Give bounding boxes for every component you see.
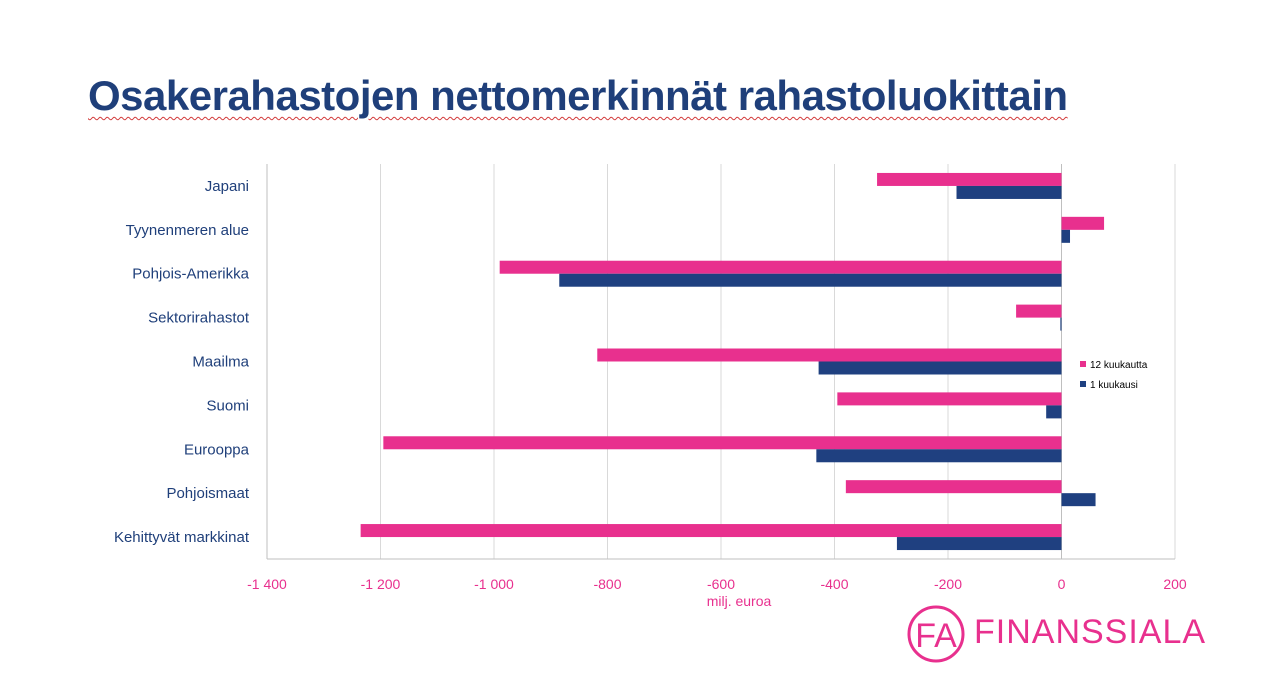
category-label: Maailma [192,354,249,371]
x-tick-label: -800 [593,576,621,592]
category-label: Japani [205,178,249,195]
x-tick-label: -600 [707,576,735,592]
bars [360,172,1105,551]
bar [1061,229,1071,243]
category-label: Kehittyvät markkinat [114,529,250,546]
category-label: Eurooppa [184,441,250,458]
category-label: Sektorirahastot [148,310,250,327]
bar [1016,304,1062,318]
bar [816,449,1062,463]
bar [1061,493,1096,507]
category-label: Pohjoismaat [166,485,249,502]
legend-label-12-kuukautta: 12 kuukautta [1090,360,1148,371]
x-tick-labels: -1 400 -1 200 -1 000 -800 -600 -400 -200 0 200 [247,576,1187,592]
x-tick-label: -200 [934,576,962,592]
x-tick-label: -1 000 [474,576,514,592]
legend-swatch-12-kuukautta [1080,361,1086,367]
bar [818,361,1062,375]
x-tick-label: -1 400 [247,576,287,592]
logo-mark: FA [915,617,957,655]
bar [499,260,1062,274]
category-label: Suomi [206,397,249,414]
bar [956,185,1062,199]
bar [597,348,1062,362]
bar [837,392,1062,406]
bar [896,537,1062,551]
bar [845,480,1062,494]
category-label: Pohjois-Amerikka [132,266,249,283]
page-title: Osakerahastojen nettomerkinnät rahastolu… [88,72,1068,119]
legend-label-1-kuukausi: 1 kuukausi [1090,380,1138,391]
logo-text: FINANSSIALA [974,613,1207,651]
bar [1061,216,1105,230]
bar [1046,405,1062,419]
x-tick-label: -400 [820,576,848,592]
category-labels: Japani Tyynenmeren alue Pohjois-Amerikka Se… [114,178,250,546]
legend-swatch-1-kuukausi [1080,381,1086,387]
legend: 12 kuukautta 1 kuukausi [1080,360,1148,391]
bar [1060,317,1062,331]
finanssiala-logo: FA FINANSSIALA [906,603,1206,667]
x-tick-label: 0 [1058,576,1066,592]
x-axis-title: milj. euroa [707,593,772,609]
x-tick-label: 200 [1163,576,1187,592]
fa-logo-icon: FA [907,605,965,663]
bar [559,273,1062,287]
bar [360,524,1062,538]
x-tick-label: -1 200 [361,576,401,592]
bar [877,172,1062,186]
category-label: Tyynenmeren alue [126,222,249,239]
bar [383,436,1062,450]
